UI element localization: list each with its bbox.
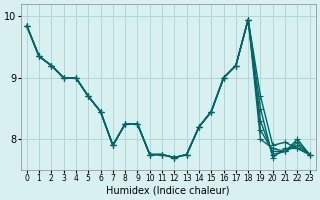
X-axis label: Humidex (Indice chaleur): Humidex (Indice chaleur) <box>107 186 230 196</box>
